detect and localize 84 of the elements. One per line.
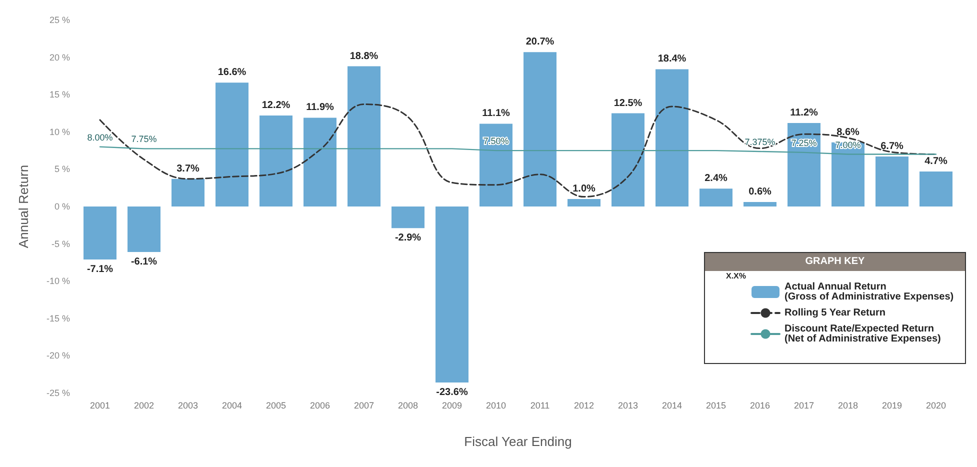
data-label: 3.7% [176,163,200,174]
legend-title: GRAPH KEY [705,253,965,271]
data-label: 11.1% [482,108,510,120]
data-label: 11.2% [790,107,818,118]
bar [832,142,864,206]
y-tick-label: 20 % [49,52,70,62]
data-label: 12.2% [262,100,290,111]
x-axis-title: Fiscal Year Ending [464,434,572,449]
x-tick-label: 2016 [750,400,770,410]
bar [656,69,688,206]
y-tick-label: -25 % [46,388,70,398]
y-tick-label: 25 % [49,15,70,25]
bar [392,206,424,228]
data-label: 0.6% [748,186,772,198]
data-label: 8.6% [836,126,860,138]
annotation: X.X% [726,272,746,280]
y-tick-label: 10 % [49,126,70,137]
bar [260,115,292,206]
x-tick-label: 2007 [354,400,374,410]
x-tick-label: 2006 [310,400,330,410]
data-label: 11.9% [306,102,334,114]
bar [348,66,380,206]
x-tick-label: 2010 [486,400,506,410]
x-tick-label: 2005 [266,400,286,410]
y-tick-label: -5 % [51,238,70,249]
data-label: 6.7% [880,141,904,152]
x-tick-label: 2020 [926,400,946,410]
bar [524,52,556,206]
bar [788,122,820,206]
y-tick-label: 5 % [54,164,70,174]
bar [612,113,644,206]
bar [480,124,512,206]
x-tick-label: 2013 [618,400,638,410]
y-tick-label: 0 % [54,202,70,212]
x-tick-label: 2009 [442,400,462,410]
bar [568,199,600,206]
legend-label: Actual Annual Return (Gross of Administrative Expenses) [784,282,954,302]
x-tick-label: 2002 [134,400,154,410]
x-tick-label: 2012 [574,400,594,410]
legend-label: Discount Rate/Expected Return (Net of Administrative Expenses) [784,324,941,344]
data-label: 2.4% [704,173,728,184]
bar [744,202,776,206]
data-label: -23.6% [436,387,468,398]
bar [216,82,248,206]
y-tick-label: -15 % [46,313,70,324]
bar [172,178,204,206]
y-tick-label: -10 % [46,276,70,286]
data-label: 18.4% [658,54,686,65]
x-tick-label: 2004 [222,400,242,410]
data-label: 4.7% [924,156,948,167]
x-tick-label: 2019 [882,400,902,410]
data-label: 1.0% [572,184,596,195]
data-label: 18.8% [350,50,378,62]
data-label: 7.75% [131,134,157,144]
data-label: 7.375% [744,136,776,147]
y-tick-label: -20 % [46,350,70,361]
bar [128,206,160,252]
bar [876,156,908,206]
x-tick-label: 2014 [662,400,682,410]
bar [920,171,952,206]
data-label: -2.9% [394,232,422,244]
bar [304,118,336,206]
data-label: -6.1% [130,256,158,268]
data-label: -7.1% [86,264,114,275]
x-tick-label: 2003 [178,400,198,410]
x-tick-label: 2015 [706,400,726,410]
data-label: 7.25% [791,138,817,148]
data-label: 7.50% [483,136,509,146]
x-tick-label: 2008 [398,400,418,410]
y-tick-label: 15 % [49,90,70,100]
data-label: 12.5% [614,98,642,109]
x-tick-label: 2018 [838,400,858,410]
bar [84,206,116,260]
bar [700,188,732,206]
data-label: 7.00% [835,140,861,150]
legend-label: Rolling 5 Year Return [784,308,886,318]
data-label: 8.00% [87,132,113,142]
x-tick-label: 2017 [794,400,814,410]
bar [436,206,468,383]
y-axis-title: Annual Return [16,164,31,248]
data-label: 16.6% [218,67,246,78]
x-tick-label: 2011 [530,400,550,410]
data-label: 20.7% [526,36,554,48]
x-tick-label: 2001 [90,400,110,410]
